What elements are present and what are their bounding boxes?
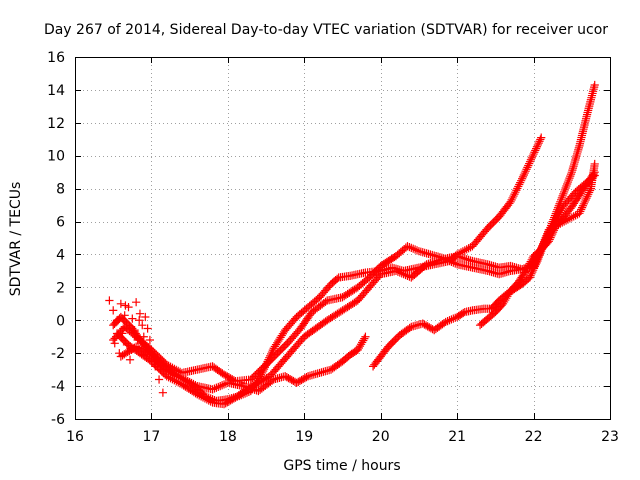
x-tick-label: 19 bbox=[295, 429, 313, 445]
data-point bbox=[333, 274, 342, 283]
data-point bbox=[145, 335, 154, 345]
axis-ticks: 16 17 18 19 20 21 22 23 -6 -4 -2 0 2 4 6 8 10 12 14 16 bbox=[47, 50, 619, 445]
data-point bbox=[251, 370, 260, 380]
data-point bbox=[124, 303, 133, 312]
data-point bbox=[154, 375, 164, 384]
y-tick-label: -2 bbox=[51, 346, 65, 362]
data-point bbox=[135, 309, 145, 318]
y-tick-label: 6 bbox=[56, 215, 65, 231]
data-point bbox=[405, 323, 414, 333]
data-point bbox=[130, 326, 139, 335]
y-tick-label: 8 bbox=[56, 182, 65, 198]
y-tick-label: 2 bbox=[56, 280, 65, 296]
data-point bbox=[120, 311, 129, 320]
data-point bbox=[255, 366, 265, 375]
data-point bbox=[590, 80, 599, 90]
data-series bbox=[105, 80, 599, 409]
series-track-4 bbox=[116, 332, 370, 396]
x-tick-label: 18 bbox=[219, 429, 237, 445]
data-point bbox=[147, 350, 156, 359]
x-tick-label: 17 bbox=[143, 429, 161, 445]
y-tick-label: 10 bbox=[47, 149, 65, 165]
data-point bbox=[321, 297, 330, 306]
y-tick-label: 14 bbox=[47, 83, 65, 99]
data-point bbox=[122, 340, 132, 350]
data-point bbox=[109, 306, 118, 315]
data-point bbox=[248, 373, 257, 383]
chart-title: Day 267 of 2014, Sidereal Day-to-day VTE… bbox=[44, 22, 608, 38]
data-point bbox=[361, 332, 370, 341]
data-point bbox=[116, 299, 125, 308]
x-tick-label: 22 bbox=[525, 429, 543, 445]
data-point bbox=[148, 352, 158, 361]
data-point bbox=[150, 353, 159, 362]
x-tick-label: 21 bbox=[448, 429, 466, 445]
data-point bbox=[154, 358, 164, 367]
data-point bbox=[590, 168, 599, 177]
data-point bbox=[246, 375, 255, 384]
data-point bbox=[257, 365, 266, 374]
series-track-5 bbox=[368, 80, 599, 371]
data-point bbox=[147, 357, 156, 366]
x-tick-label: 23 bbox=[601, 429, 619, 445]
x-axis-label: GPS time / hours bbox=[283, 458, 400, 474]
data-point bbox=[121, 301, 130, 310]
data-point bbox=[125, 355, 135, 364]
y-tick-label: 0 bbox=[56, 313, 65, 329]
series-track-6 bbox=[475, 168, 599, 330]
x-tick-label: 20 bbox=[372, 429, 390, 445]
y-axis-label: SDTVAR / TECUs bbox=[8, 182, 24, 297]
series-cluster bbox=[105, 296, 167, 397]
data-point bbox=[139, 332, 148, 341]
data-point bbox=[105, 296, 114, 305]
data-point bbox=[133, 335, 142, 345]
data-point bbox=[159, 362, 168, 371]
data-point bbox=[291, 314, 300, 323]
data-point bbox=[135, 316, 144, 325]
data-point bbox=[138, 321, 147, 330]
y-tick-label: -6 bbox=[51, 412, 65, 428]
data-point bbox=[537, 133, 546, 142]
x-tick-label: 16 bbox=[66, 429, 84, 445]
data-point bbox=[590, 159, 599, 169]
y-tick-label: 12 bbox=[47, 116, 65, 132]
data-point bbox=[153, 356, 162, 365]
data-point bbox=[127, 345, 136, 354]
plot-frame bbox=[75, 57, 611, 420]
data-point bbox=[158, 361, 167, 370]
data-point bbox=[112, 316, 122, 325]
data-point bbox=[325, 281, 334, 290]
y-tick-label: 4 bbox=[56, 247, 65, 263]
data-point bbox=[302, 373, 311, 382]
data-point bbox=[151, 355, 161, 364]
data-point bbox=[128, 314, 137, 323]
y-tick-label: -4 bbox=[51, 379, 65, 395]
data-point bbox=[158, 388, 167, 397]
data-point bbox=[258, 363, 268, 372]
data-point bbox=[459, 308, 468, 318]
data-point bbox=[249, 372, 258, 381]
data-point bbox=[589, 169, 598, 178]
data-point bbox=[118, 329, 127, 338]
y-tick-label: 16 bbox=[47, 50, 65, 66]
data-point bbox=[151, 362, 160, 371]
data-point bbox=[115, 349, 124, 358]
data-point bbox=[156, 365, 165, 374]
data-point bbox=[110, 339, 119, 348]
data-point bbox=[313, 294, 323, 303]
data-point bbox=[143, 324, 152, 333]
data-point bbox=[132, 298, 141, 307]
data-point bbox=[159, 369, 168, 378]
data-point bbox=[254, 368, 263, 377]
grid bbox=[75, 57, 610, 419]
data-point bbox=[252, 369, 261, 378]
data-point bbox=[141, 312, 150, 322]
